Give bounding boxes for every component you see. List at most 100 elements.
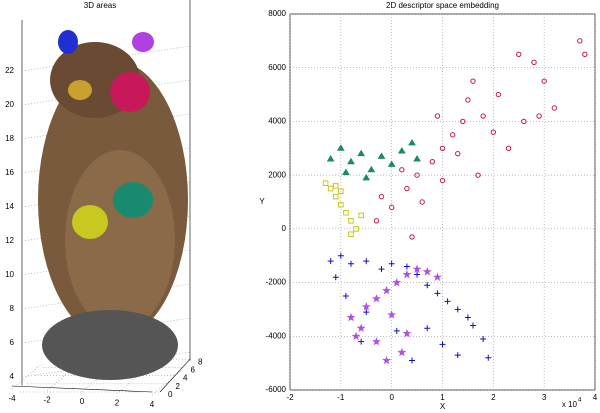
point — [480, 113, 486, 119]
point — [422, 267, 432, 276]
grid-line — [116, 368, 148, 394]
point — [378, 266, 385, 273]
point — [402, 328, 412, 338]
point — [348, 231, 354, 238]
point — [338, 188, 344, 195]
y-tick-label: 2 — [176, 382, 181, 391]
point — [485, 354, 492, 361]
point — [367, 165, 376, 173]
x-tick-label: -2 — [43, 396, 51, 405]
point — [480, 335, 487, 342]
point — [464, 314, 471, 321]
point — [373, 218, 380, 224]
point — [372, 337, 381, 346]
axis-line — [159, 358, 191, 393]
point — [382, 355, 391, 365]
z-tick-label: 20 — [5, 100, 14, 109]
point — [465, 97, 471, 103]
point — [460, 118, 466, 125]
axis-line — [11, 385, 153, 393]
point — [429, 159, 436, 165]
point — [338, 201, 344, 208]
chart-title: 3D areas — [84, 1, 116, 10]
point — [337, 252, 344, 259]
y-tick-label: -2000 — [266, 278, 287, 287]
point — [516, 51, 522, 57]
y-tick-label: 4000 — [268, 117, 286, 126]
point — [434, 290, 441, 297]
point — [356, 323, 366, 333]
point — [414, 172, 420, 178]
y-tick-label: 0 — [168, 390, 173, 399]
point — [388, 204, 395, 211]
point — [332, 274, 339, 281]
y-tick-label: 6000 — [268, 63, 286, 72]
x-multiplier: x 10 — [562, 400, 578, 409]
point — [346, 312, 356, 322]
x-multiplier-exponent: 4 — [578, 398, 582, 404]
x-tick-label: 2 — [491, 393, 496, 402]
point — [336, 144, 345, 151]
point — [357, 149, 366, 157]
point — [358, 212, 364, 219]
series — [326, 138, 421, 181]
point — [322, 180, 329, 186]
y-tick-label: 0 — [282, 224, 287, 233]
z-tick-label: 18 — [5, 134, 14, 143]
point — [351, 331, 361, 341]
point — [424, 325, 431, 332]
series — [322, 180, 364, 238]
series — [327, 252, 492, 364]
point — [348, 218, 354, 224]
x-tick-label: 1 — [440, 393, 445, 402]
point — [414, 271, 421, 278]
x-tick-label: 4 — [593, 393, 598, 402]
point — [505, 145, 512, 151]
y-tick-label: 8 — [198, 357, 203, 366]
point — [439, 145, 446, 151]
point — [521, 118, 527, 125]
point — [332, 193, 339, 200]
point — [419, 199, 425, 205]
x-tick-label: 3 — [542, 393, 547, 402]
point — [413, 155, 421, 162]
point — [551, 105, 558, 111]
point — [409, 357, 415, 364]
point — [433, 272, 442, 282]
point — [372, 294, 381, 303]
point — [449, 132, 456, 138]
x-tick-label: 0 — [389, 393, 394, 402]
point — [382, 285, 392, 295]
point — [412, 264, 422, 273]
point — [541, 78, 547, 84]
point — [326, 155, 335, 162]
point — [387, 310, 397, 319]
chart-title: 2D descriptor space embedding — [386, 1, 499, 10]
point — [399, 167, 405, 173]
point — [455, 150, 461, 157]
point — [388, 260, 395, 267]
y-tick-label: 4 — [183, 374, 188, 383]
point — [402, 269, 412, 279]
point — [363, 258, 370, 265]
point — [343, 209, 349, 216]
point — [342, 168, 350, 175]
y-tick-label: 8000 — [268, 9, 286, 18]
series — [346, 264, 442, 365]
grid-line — [81, 366, 113, 393]
z-tick-label: 12 — [5, 236, 14, 245]
point — [404, 185, 410, 192]
x-tick-label: 0 — [80, 397, 85, 406]
series — [373, 38, 588, 240]
point — [536, 113, 542, 119]
grid-line — [151, 369, 183, 396]
owl-point-cloud — [38, 30, 188, 380]
point — [393, 327, 400, 334]
z-tick-label: 8 — [10, 304, 15, 313]
grid-line — [46, 365, 78, 391]
y-tick-label: -6000 — [266, 385, 287, 394]
point — [353, 226, 359, 232]
point — [387, 160, 396, 167]
point — [327, 258, 334, 265]
